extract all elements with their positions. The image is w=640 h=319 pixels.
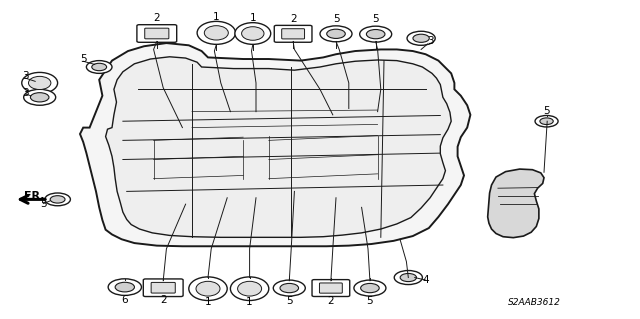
FancyBboxPatch shape xyxy=(151,282,175,293)
Polygon shape xyxy=(80,43,470,246)
FancyBboxPatch shape xyxy=(319,283,342,293)
Polygon shape xyxy=(488,169,544,238)
Text: 3: 3 xyxy=(22,71,29,81)
Circle shape xyxy=(360,283,379,293)
Circle shape xyxy=(400,273,417,282)
Circle shape xyxy=(413,34,429,42)
FancyBboxPatch shape xyxy=(137,25,177,42)
Text: 2: 2 xyxy=(328,296,334,306)
Text: 3: 3 xyxy=(427,36,433,47)
Circle shape xyxy=(540,118,553,124)
Text: 5: 5 xyxy=(333,13,339,24)
Text: S2AAB3612: S2AAB3612 xyxy=(508,298,561,307)
Circle shape xyxy=(535,115,558,127)
FancyBboxPatch shape xyxy=(312,280,349,296)
Circle shape xyxy=(280,283,298,293)
Text: 1: 1 xyxy=(205,297,211,307)
Circle shape xyxy=(86,61,112,73)
Circle shape xyxy=(50,196,65,203)
Circle shape xyxy=(327,29,346,39)
Circle shape xyxy=(24,89,56,105)
Ellipse shape xyxy=(230,277,269,300)
Ellipse shape xyxy=(189,277,227,300)
Circle shape xyxy=(92,63,107,71)
Ellipse shape xyxy=(28,76,51,90)
Circle shape xyxy=(115,282,134,292)
Text: 4: 4 xyxy=(422,275,429,285)
Text: 1: 1 xyxy=(213,12,220,22)
Circle shape xyxy=(31,93,49,102)
Text: 5: 5 xyxy=(286,296,292,306)
Text: 5: 5 xyxy=(367,296,373,306)
Text: 3: 3 xyxy=(22,87,29,98)
Ellipse shape xyxy=(237,281,262,296)
Text: 1: 1 xyxy=(246,297,253,307)
Circle shape xyxy=(407,31,435,45)
Circle shape xyxy=(108,279,141,295)
Text: 2: 2 xyxy=(290,13,296,24)
Text: FR.: FR. xyxy=(24,190,45,201)
Text: 5: 5 xyxy=(372,13,379,24)
Text: 6: 6 xyxy=(122,295,128,306)
FancyBboxPatch shape xyxy=(282,29,305,39)
Text: 5: 5 xyxy=(80,54,86,64)
Ellipse shape xyxy=(204,26,228,40)
Ellipse shape xyxy=(242,27,264,40)
Text: 5: 5 xyxy=(40,199,47,209)
Text: 2: 2 xyxy=(160,295,166,306)
Ellipse shape xyxy=(235,23,271,44)
Polygon shape xyxy=(106,57,451,237)
Circle shape xyxy=(360,26,392,42)
Ellipse shape xyxy=(22,72,58,93)
FancyBboxPatch shape xyxy=(145,28,169,39)
Ellipse shape xyxy=(196,281,220,296)
Circle shape xyxy=(320,26,352,42)
Text: 2: 2 xyxy=(154,12,160,23)
Circle shape xyxy=(273,280,305,296)
FancyBboxPatch shape xyxy=(275,26,312,42)
FancyBboxPatch shape xyxy=(143,279,183,297)
Circle shape xyxy=(45,193,70,206)
Ellipse shape xyxy=(197,21,236,44)
Circle shape xyxy=(394,271,422,285)
Text: 1: 1 xyxy=(250,13,256,23)
Circle shape xyxy=(354,280,386,296)
Circle shape xyxy=(366,30,385,39)
Text: 5: 5 xyxy=(543,106,550,116)
